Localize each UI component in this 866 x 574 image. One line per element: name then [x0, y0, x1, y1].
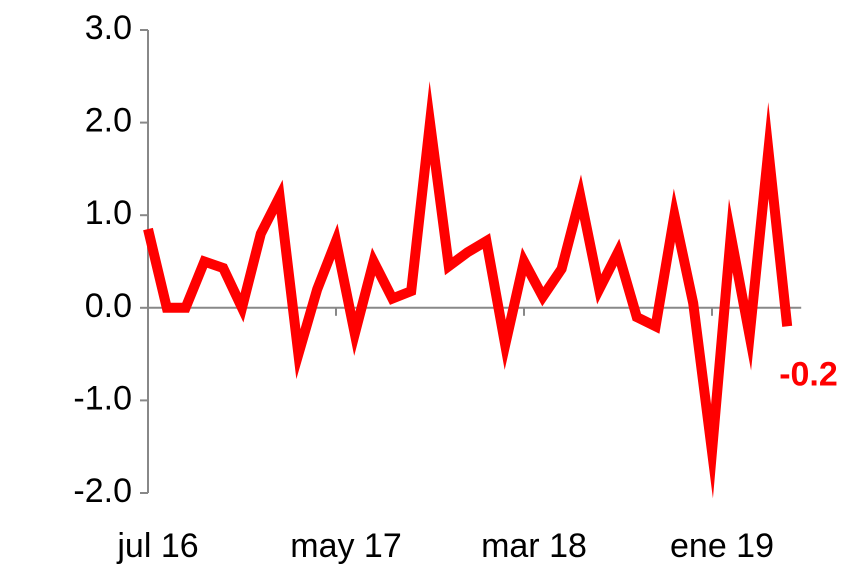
y-tick-label: -2.0: [73, 472, 132, 510]
x-tick-label: mar 18: [481, 527, 587, 565]
data-line: [143, 81, 793, 499]
y-tick-label: 1.0: [85, 194, 132, 232]
x-tick-label: jul 16: [116, 527, 198, 565]
data-label: -0.2: [779, 355, 838, 393]
x-tick-label: ene 19: [670, 527, 774, 565]
x-tick-label: may 17: [290, 527, 402, 565]
y-tick-label: 2.0: [85, 102, 132, 140]
y-tick-label: 3.0: [85, 9, 132, 47]
y-tick-label: -1.0: [73, 379, 132, 417]
y-tick-label: 0.0: [85, 287, 132, 325]
